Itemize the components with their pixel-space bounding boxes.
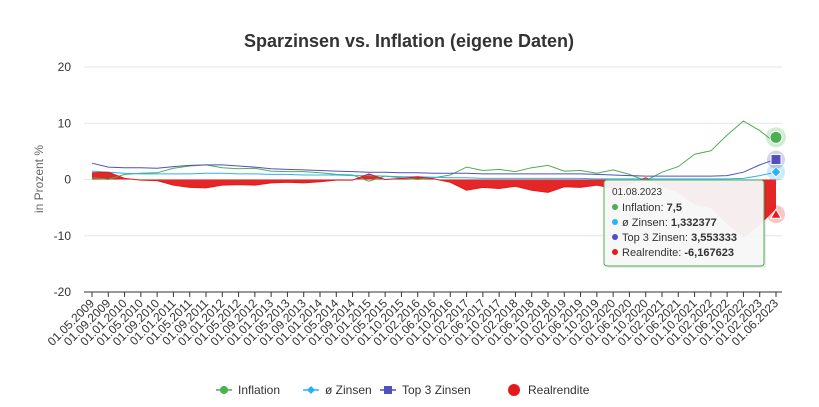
- tooltip-row-separator: :: [685, 232, 691, 244]
- y-tick-label: 0: [64, 173, 71, 187]
- y-tick-label: 20: [58, 60, 72, 74]
- avg-zinsen-marker[interactable]: [770, 166, 782, 178]
- x-axis-ticks: 01.05.200901.09.200901.01.201001.05.2010…: [45, 292, 781, 349]
- tooltip-row: ø Zinsen: 1,332377: [622, 217, 717, 229]
- legend-item[interactable]: Realrendite: [508, 383, 590, 397]
- tooltip-row-separator: :: [661, 202, 667, 214]
- legend-label[interactable]: Inflation: [238, 383, 280, 397]
- legend-label[interactable]: Realrendite: [528, 383, 590, 397]
- legend-item[interactable]: Inflation: [216, 383, 280, 397]
- tooltip-row-label: Inflation: [622, 202, 661, 214]
- legend-label[interactable]: Top 3 Zinsen: [402, 383, 471, 397]
- legend-item[interactable]: Top 3 Zinsen: [380, 383, 471, 397]
- tooltip-row-label: ø Zinsen: [622, 217, 665, 229]
- y-axis-title: in Prozent %: [32, 145, 46, 213]
- tooltip-row-separator: :: [665, 217, 671, 229]
- y-axis-ticks: -20 -10 0 10 20: [54, 60, 72, 299]
- y-tick-label: 10: [58, 116, 72, 130]
- tooltip-row-label: Realrendite: [622, 247, 678, 259]
- tooltip-bullet: [612, 249, 618, 255]
- realrendite-marker[interactable]: [770, 208, 782, 219]
- hover-markers[interactable]: [766, 127, 786, 224]
- y-tick-label: -20: [54, 285, 72, 299]
- tooltip-row-label: Top 3 Zinsen: [622, 232, 685, 244]
- legend-item[interactable]: ø Zinsen: [303, 383, 372, 397]
- tooltip-row-value: 7,5: [667, 202, 682, 214]
- tooltip-row-separator: :: [678, 247, 684, 259]
- top3-zinsen-line: [91, 158, 777, 177]
- legend-label[interactable]: ø Zinsen: [325, 383, 372, 397]
- tooltip-bullet: [612, 204, 618, 210]
- legend-symbol: [508, 384, 520, 396]
- tooltip-bullet: [612, 234, 618, 240]
- top3-zinsen-marker[interactable]: [770, 154, 782, 166]
- legend[interactable]: Inflation ø Zinsen Top 3 Zinsen Realrendite: [216, 383, 590, 397]
- tooltip-row: Inflation: 7,5: [622, 202, 682, 214]
- tooltip-bullet: [612, 219, 618, 225]
- y-tick-label: -10: [54, 229, 72, 243]
- legend-symbol: [307, 386, 315, 394]
- legend-symbol: [220, 386, 228, 394]
- avg-zinsen-line: [91, 170, 777, 180]
- tooltip-row-value: 1,332377: [671, 217, 717, 229]
- chart-title: Sparzinsen vs. Inflation (eigene Daten): [244, 31, 574, 51]
- tooltip-row-value: 3,553333: [691, 232, 737, 244]
- inflation-marker[interactable]: [769, 130, 783, 144]
- tooltip-date: 01.08.2023: [612, 187, 662, 198]
- inflation-line: [91, 120, 777, 182]
- legend-symbol: [384, 386, 392, 394]
- tooltip-box: [603, 179, 765, 267]
- tooltip-row: Realrendite: -6,167623: [622, 247, 734, 259]
- tooltip-row: Top 3 Zinsen: 3,553333: [622, 232, 737, 244]
- tooltip-row-value: -6,167623: [684, 247, 734, 259]
